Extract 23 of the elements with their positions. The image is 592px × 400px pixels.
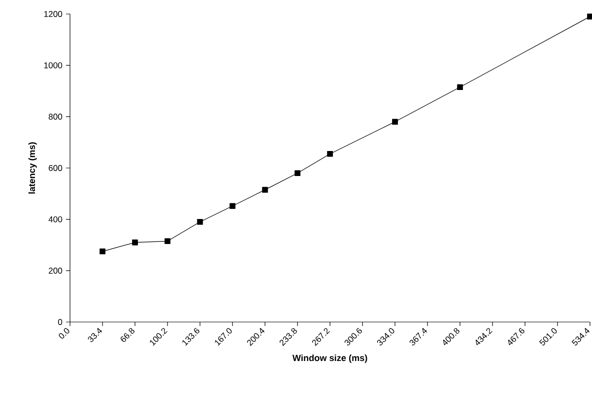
point (132, 240, 138, 246)
y-tick-label: 800 (48, 114, 62, 120)
point (262, 186, 268, 193)
y-tick-label: 1200 (44, 11, 62, 17)
y-tick-label: 400 (48, 216, 62, 222)
y-tick-label: 0 (58, 319, 62, 325)
point (230, 203, 236, 209)
y-tick-label: 200 (48, 268, 62, 274)
point (164, 238, 170, 244)
point (327, 150, 333, 157)
point (197, 219, 203, 225)
x-tick-label: 33.4 (88, 328, 102, 342)
point (294, 170, 300, 176)
point (392, 118, 398, 125)
point (457, 84, 463, 90)
x-axis-title: Window size (ms) (292, 354, 368, 363)
y-tick-label: 1000 (44, 62, 62, 68)
x-tick-label: 66.8 (120, 328, 134, 342)
point (100, 248, 106, 254)
y-axis-title: latency (ms) (28, 142, 37, 194)
point (587, 14, 592, 20)
x-tick-label: 0.0 (58, 328, 70, 339)
y-tick-label: 600 (48, 165, 62, 171)
